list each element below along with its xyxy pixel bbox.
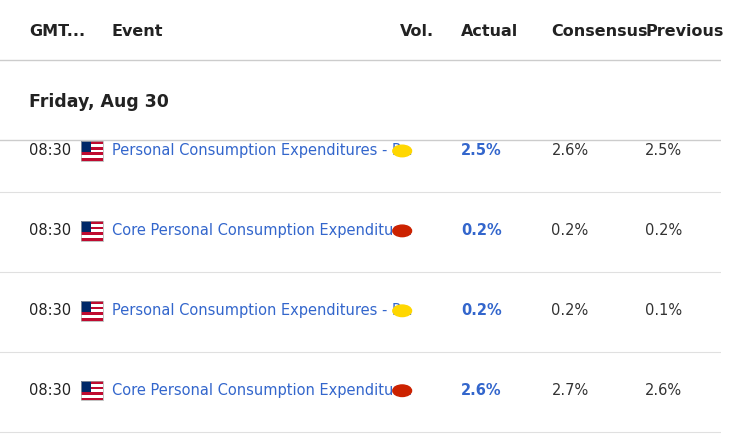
Circle shape <box>393 385 412 396</box>
FancyBboxPatch shape <box>81 224 103 227</box>
FancyBboxPatch shape <box>81 318 103 321</box>
FancyBboxPatch shape <box>81 152 103 155</box>
FancyBboxPatch shape <box>81 227 103 230</box>
Text: 0.2%: 0.2% <box>551 303 589 318</box>
FancyBboxPatch shape <box>81 392 103 395</box>
Text: Personal Consumption Expenditures - P...: Personal Consumption Expenditures - P... <box>112 143 412 159</box>
Text: 2.6%: 2.6% <box>645 383 682 398</box>
FancyBboxPatch shape <box>81 221 103 224</box>
FancyBboxPatch shape <box>81 384 103 387</box>
FancyBboxPatch shape <box>81 315 103 318</box>
Text: 0.2%: 0.2% <box>461 303 502 318</box>
FancyBboxPatch shape <box>81 150 103 152</box>
FancyBboxPatch shape <box>81 238 103 241</box>
FancyBboxPatch shape <box>81 309 103 312</box>
FancyBboxPatch shape <box>81 395 103 398</box>
FancyBboxPatch shape <box>81 381 103 384</box>
Text: Event: Event <box>112 24 163 39</box>
Text: 2.7%: 2.7% <box>551 383 589 398</box>
FancyBboxPatch shape <box>81 221 91 232</box>
Circle shape <box>393 305 412 317</box>
Text: 0.2%: 0.2% <box>551 223 589 238</box>
FancyBboxPatch shape <box>81 304 103 307</box>
FancyBboxPatch shape <box>81 389 103 392</box>
Text: Consensus: Consensus <box>551 24 648 39</box>
FancyBboxPatch shape <box>81 387 103 389</box>
FancyBboxPatch shape <box>81 158 103 161</box>
Text: 08:30: 08:30 <box>29 303 71 318</box>
FancyBboxPatch shape <box>81 235 103 238</box>
Text: 0.2%: 0.2% <box>461 223 502 238</box>
FancyBboxPatch shape <box>81 141 103 144</box>
Text: Core Personal Consumption Expenditur...: Core Personal Consumption Expenditur... <box>112 383 412 398</box>
FancyBboxPatch shape <box>81 301 103 304</box>
Text: 2.6%: 2.6% <box>461 383 502 398</box>
Circle shape <box>393 145 412 157</box>
Text: Previous: Previous <box>645 24 723 39</box>
Text: Actual: Actual <box>461 24 519 39</box>
FancyBboxPatch shape <box>81 147 103 150</box>
FancyBboxPatch shape <box>81 141 91 152</box>
Text: 2.6%: 2.6% <box>551 143 588 159</box>
FancyBboxPatch shape <box>81 155 103 158</box>
Text: Vol.: Vol. <box>400 24 434 39</box>
Text: 0.1%: 0.1% <box>645 303 682 318</box>
FancyBboxPatch shape <box>81 301 91 312</box>
FancyBboxPatch shape <box>81 232 103 235</box>
Text: 08:30: 08:30 <box>29 383 71 398</box>
FancyBboxPatch shape <box>81 144 103 147</box>
Text: 08:30: 08:30 <box>29 223 71 238</box>
Text: GMT...: GMT... <box>29 24 85 39</box>
Text: Personal Consumption Expenditures - P...: Personal Consumption Expenditures - P... <box>112 303 412 318</box>
Circle shape <box>393 225 412 237</box>
Text: 08:30: 08:30 <box>29 143 71 159</box>
FancyBboxPatch shape <box>81 312 103 315</box>
FancyBboxPatch shape <box>81 307 103 309</box>
FancyBboxPatch shape <box>81 398 103 400</box>
FancyBboxPatch shape <box>81 230 103 232</box>
Text: 0.2%: 0.2% <box>645 223 682 238</box>
Text: Friday, Aug 30: Friday, Aug 30 <box>29 93 168 111</box>
Text: 2.5%: 2.5% <box>461 143 502 159</box>
Text: 2.5%: 2.5% <box>645 143 682 159</box>
FancyBboxPatch shape <box>81 381 91 392</box>
Text: Core Personal Consumption Expenditur...: Core Personal Consumption Expenditur... <box>112 223 412 238</box>
